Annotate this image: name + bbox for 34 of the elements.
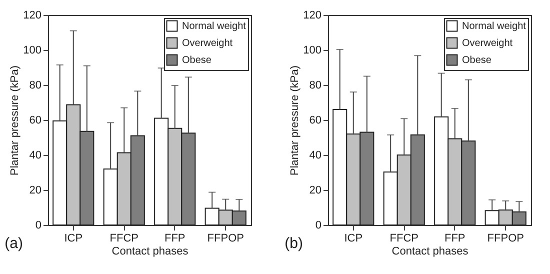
y-tick-label: 60 [29,114,42,126]
legend-label: Overweight [182,38,233,49]
y-tick-label: 80 [309,80,322,92]
x-tick-label: FFCP [110,232,138,244]
x-tick-label: FFP [164,232,186,244]
legend-label: Obese [462,55,492,66]
x-tick-label: FFCP [390,232,418,244]
x-tick-label: ICP [344,232,363,244]
y-axis-title: Plantar pressure (kPa) [9,65,22,176]
x-tick-label: FFP [444,232,466,244]
x-axis-title: Contact phases [112,246,189,258]
y-tick-label: 60 [309,114,322,126]
legend-label: Obese [182,55,212,66]
y-tick-label: 20 [29,184,42,196]
y-tick-label: 0 [35,220,42,232]
y-tick-label: 40 [309,150,322,162]
legend-label: Normal weight [462,21,526,32]
x-tick-label: ICP [64,232,83,244]
y-tick-label: 120 [23,10,42,22]
y-tick-label: 100 [23,44,42,56]
y-tick-label: 120 [303,10,322,22]
x-tick-label: FFPOP [207,232,244,244]
y-tick-label: 0 [315,220,322,232]
x-axis-title: Contact phases [392,246,469,258]
y-axis-title: Plantar pressure (kPa) [289,65,302,176]
legend-label: Overweight [462,38,513,49]
y-tick-label: 100 [303,44,322,56]
x-tick-label: FFPOP [487,232,524,244]
y-tick-label: 40 [29,150,42,162]
y-tick-label: 20 [309,184,322,196]
text: (b) [284,235,303,252]
legend-label: Normal weight [182,21,246,32]
text: (a) [4,235,23,252]
y-tick-label: 80 [29,80,42,92]
